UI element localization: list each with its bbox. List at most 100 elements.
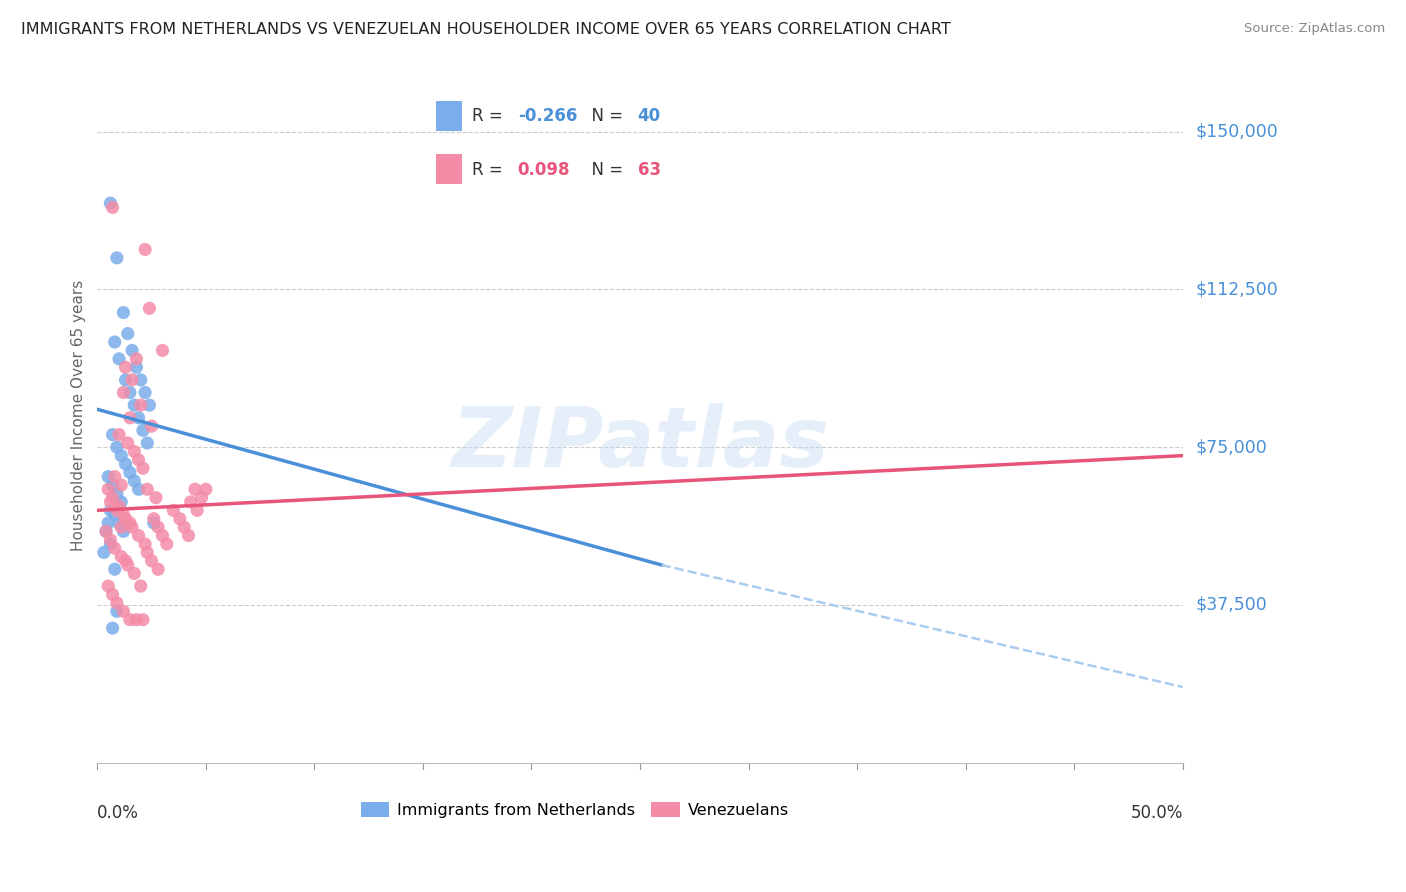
Point (101, 200, 124, 214)
Point (94, 524, 117, 539)
Point (94, 524, 117, 539)
Point (101, 621, 124, 635)
Point (101, 491, 124, 505)
Point (128, 483, 150, 497)
Point (125, 351, 148, 366)
Point (110, 495, 132, 509)
Text: $112,500: $112,500 (1195, 280, 1278, 299)
Point (117, 326, 139, 341)
Point (184, 483, 207, 497)
Text: $37,500: $37,500 (1195, 596, 1267, 614)
Point (190, 491, 212, 505)
Point (152, 343, 174, 358)
Point (117, 558, 139, 572)
Point (97, 516, 120, 530)
Point (97, 579, 120, 593)
Text: $150,000: $150,000 (1195, 122, 1278, 141)
Point (114, 457, 136, 471)
Point (117, 436, 139, 450)
Point (118, 410, 141, 425)
Point (136, 483, 159, 497)
Point (104, 469, 127, 483)
Text: $75,000: $75,000 (1195, 438, 1267, 456)
Point (152, 528, 174, 542)
Point (108, 499, 131, 513)
Point (142, 516, 165, 530)
Point (112, 508, 135, 522)
Point (145, 491, 167, 505)
Point (121, 520, 143, 534)
Point (100, 495, 122, 509)
Point (97, 469, 120, 483)
Point (129, 579, 152, 593)
Point (93, 545, 115, 559)
Point (125, 613, 148, 627)
Point (129, 398, 152, 412)
Point (142, 512, 165, 526)
Point (114, 554, 136, 568)
Point (194, 483, 217, 497)
Legend: Immigrants from Netherlands, Venezuelans: Immigrants from Netherlands, Venezuelans (354, 796, 796, 824)
Point (128, 410, 150, 425)
Point (104, 562, 127, 576)
Point (100, 196, 122, 211)
Point (132, 461, 155, 475)
Point (118, 385, 141, 400)
Point (134, 243, 156, 257)
Point (173, 520, 195, 534)
Point (112, 305, 135, 319)
Point (118, 613, 141, 627)
Point (101, 587, 124, 601)
Point (114, 373, 136, 387)
Point (101, 478, 124, 492)
Point (146, 520, 169, 534)
Point (104, 541, 127, 556)
Point (105, 486, 128, 500)
Point (112, 604, 135, 618)
Point (105, 251, 128, 265)
Text: Source: ZipAtlas.com: Source: ZipAtlas.com (1244, 22, 1385, 36)
Point (104, 508, 127, 522)
Point (121, 373, 143, 387)
Point (156, 537, 179, 551)
Text: 0.0%: 0.0% (97, 805, 139, 822)
Point (141, 554, 163, 568)
Point (101, 427, 124, 442)
Point (177, 528, 200, 542)
Point (110, 449, 132, 463)
Point (180, 495, 202, 509)
Point (138, 301, 160, 316)
Point (105, 596, 128, 610)
Point (114, 360, 136, 375)
Point (114, 512, 136, 526)
Point (128, 453, 150, 467)
Point (186, 503, 208, 517)
Point (118, 516, 141, 530)
Text: IMMIGRANTS FROM NETHERLANDS VS VENEZUELAN HOUSEHOLDER INCOME OVER 65 YEARS CORRE: IMMIGRANTS FROM NETHERLANDS VS VENEZUELA… (21, 22, 950, 37)
Point (136, 545, 159, 559)
Point (136, 436, 159, 450)
Point (146, 562, 169, 576)
Point (122, 444, 145, 458)
Point (162, 503, 184, 517)
Point (138, 398, 160, 412)
Text: ZIPatlas: ZIPatlas (451, 403, 830, 484)
Point (100, 503, 122, 517)
Point (128, 528, 150, 542)
Point (110, 478, 132, 492)
Point (122, 566, 145, 581)
Point (132, 613, 155, 627)
Point (110, 549, 132, 564)
Point (110, 520, 132, 534)
Point (169, 512, 191, 526)
Point (132, 423, 155, 437)
Point (105, 440, 128, 454)
Point (100, 533, 122, 547)
Point (122, 474, 145, 488)
Point (105, 604, 128, 618)
Point (134, 537, 156, 551)
Point (108, 427, 131, 442)
Point (134, 385, 156, 400)
Point (112, 385, 135, 400)
Point (97, 483, 120, 497)
